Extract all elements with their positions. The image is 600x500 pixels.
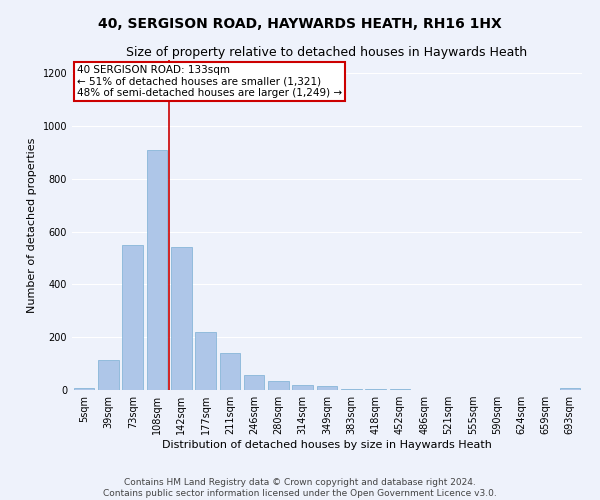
Bar bbox=[74, 388, 94, 390]
X-axis label: Distribution of detached houses by size in Haywards Heath: Distribution of detached houses by size … bbox=[162, 440, 492, 450]
Bar bbox=[268, 381, 289, 390]
Bar bbox=[98, 360, 119, 390]
Bar bbox=[171, 248, 191, 390]
Bar bbox=[195, 332, 216, 390]
Bar bbox=[317, 386, 337, 390]
Bar bbox=[292, 384, 313, 390]
Bar bbox=[365, 388, 386, 390]
Bar bbox=[122, 245, 143, 390]
Bar bbox=[220, 353, 240, 390]
Bar bbox=[560, 388, 580, 390]
Y-axis label: Number of detached properties: Number of detached properties bbox=[27, 138, 37, 312]
Text: 40, SERGISON ROAD, HAYWARDS HEATH, RH16 1HX: 40, SERGISON ROAD, HAYWARDS HEATH, RH16 … bbox=[98, 18, 502, 32]
Text: Contains HM Land Registry data © Crown copyright and database right 2024.
Contai: Contains HM Land Registry data © Crown c… bbox=[103, 478, 497, 498]
Title: Size of property relative to detached houses in Haywards Heath: Size of property relative to detached ho… bbox=[127, 46, 527, 59]
Text: 40 SERGISON ROAD: 133sqm
← 51% of detached houses are smaller (1,321)
48% of sem: 40 SERGISON ROAD: 133sqm ← 51% of detach… bbox=[77, 65, 342, 98]
Bar bbox=[146, 150, 167, 390]
Bar bbox=[244, 375, 265, 390]
